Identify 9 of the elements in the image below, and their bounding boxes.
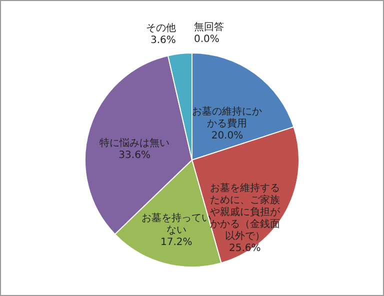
data-label: 3.6%	[150, 34, 176, 46]
slice-label: 特に悩みは無い	[100, 136, 170, 149]
slice-label: お墓の維持にかかる費用	[192, 106, 262, 130]
data-label: 33.6%	[118, 150, 150, 161]
slice-label: その他	[146, 22, 176, 34]
text: 0.0%	[194, 34, 220, 45]
data-label: 17.2%	[160, 236, 192, 248]
data-label: 20.0%	[211, 130, 244, 142]
category-label: 無回答	[194, 22, 224, 33]
